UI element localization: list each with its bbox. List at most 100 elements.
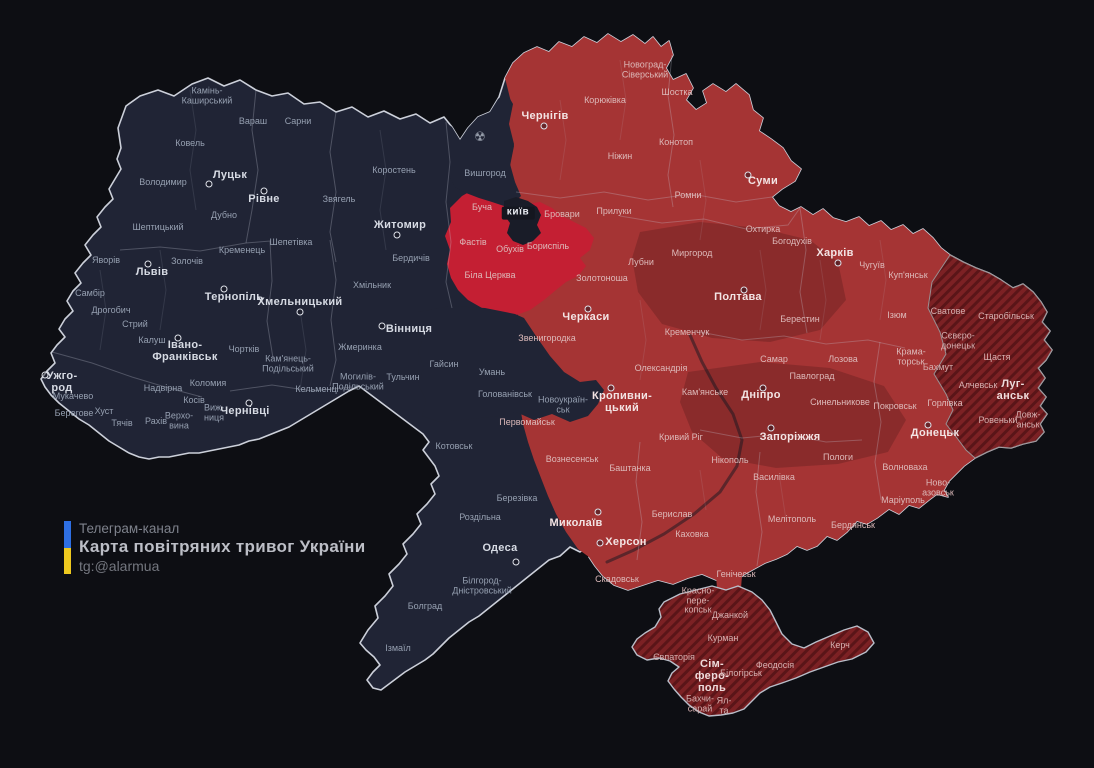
- map-label-khmilnyk: Хмільник: [352, 280, 392, 291]
- map-label-izmail: Ізмаїл: [385, 643, 411, 654]
- map-label-vyshhorod: Вишгород: [464, 168, 506, 179]
- city-dot-rivne: [260, 187, 268, 195]
- map-label-kotovsk: Котовськ: [435, 441, 473, 452]
- map-label-berdiansk: Бердянськ: [831, 520, 875, 531]
- map-label-vyzhnytsia: Виж- ниця: [203, 402, 225, 422]
- city-dot-zaporizhzhia: [767, 424, 775, 432]
- map-label-luhansk: Луг- анськ: [996, 378, 1030, 402]
- watermark-handle: tg:@alarmua: [79, 558, 160, 574]
- oblast-borders: [51, 54, 906, 567]
- map-label-zolotonosha: Золотоноша: [576, 273, 628, 284]
- map-label-kryvyi-rih: Кривий Ріг: [659, 432, 703, 443]
- map-label-sheptytskyi: Шептицький: [132, 222, 184, 233]
- map-label-drohobych: Дрогобич: [91, 305, 131, 316]
- map-label-rivne: Рівне: [248, 193, 280, 206]
- map-label-kamin-kashyrskyi: Камінь- Каширський: [181, 85, 233, 105]
- map-label-dubno: Дубно: [210, 210, 238, 221]
- map-label-kurman: Курман: [707, 633, 739, 644]
- map-label-donetsk: Донецьк: [910, 427, 960, 440]
- map-label-henichesk: Генічеськ: [716, 569, 756, 580]
- map-label-dnipro: Дніпро: [741, 389, 781, 402]
- map-label-myrhorod: Миргород: [671, 248, 713, 259]
- map-label-bolhrad: Болград: [407, 601, 443, 612]
- watermark: Телеграм-канал Карта повітряних тривог У…: [64, 521, 365, 574]
- map-label-sambir: Самбір: [75, 288, 105, 299]
- map-label-mohyliv: Могилів- Подільський: [332, 371, 384, 391]
- map-label-synelnykove: Синельникове: [810, 397, 870, 408]
- map-label-konotop: Конотоп: [659, 137, 693, 148]
- map-label-bilhorod-dnistrovskyi: Білгород- Дністровський: [452, 575, 512, 595]
- city-dot-vinnytsia: [378, 322, 386, 330]
- map-label-yalta: Ял- та: [716, 695, 732, 715]
- city-dot-kharkiv: [834, 259, 842, 267]
- map-label-uman: Умань: [478, 367, 506, 378]
- map-label-haisyn: Гайсин: [429, 359, 459, 370]
- map-label-svatove: Сватове: [930, 306, 966, 317]
- map-label-kyiv: київ: [501, 206, 535, 220]
- flag-yellow: [64, 547, 71, 574]
- map-label-vinnytsia: Вінниця: [385, 323, 433, 336]
- occupied-crimea: [631, 585, 875, 717]
- map-label-nadvirna: Надвірна: [143, 383, 183, 394]
- watermark-title: Карта повітряних тривог України: [79, 537, 366, 556]
- map-label-ternopil: Тернопіль: [204, 291, 264, 304]
- map-label-bila-tserkva: Біла Церква: [464, 270, 516, 281]
- map-label-izium: Ізюм: [887, 310, 907, 321]
- map-label-lviv: Львів: [135, 266, 169, 279]
- alert-shade-poltava: [632, 222, 846, 342]
- map-label-bucha: Буча: [472, 202, 492, 213]
- map-label-shostka: Шостка: [661, 87, 693, 98]
- map-label-rakhiv: Рахів: [145, 416, 167, 427]
- map-label-alchevsk: Алчевськ: [958, 380, 998, 391]
- map-label-zolochiv-lv: Золочів: [171, 256, 203, 267]
- no-alert-vyshhorod: [444, 92, 521, 206]
- map-label-polohy: Пологи: [823, 452, 853, 463]
- map-label-volnovakha: Волноваха: [882, 462, 928, 473]
- map-label-starobilsk: Старобільськ: [978, 311, 1034, 322]
- map-label-pokrovsk: Покровськ: [873, 401, 917, 412]
- dnipro-river: [605, 333, 744, 564]
- map-label-kupiansk: Куп'янськ: [888, 270, 928, 281]
- map-label-lutsk: Луцьк: [212, 169, 248, 182]
- map-label-yavoriv: Яворів: [92, 255, 120, 266]
- map-label-kamianets: Кам'янець- Подільський: [262, 353, 314, 373]
- map-label-kalush: Калуш: [138, 335, 166, 346]
- map-label-obukhiv: Обухів: [496, 244, 524, 255]
- map-label-zhytomyr: Житомир: [373, 219, 427, 232]
- city-dot-ternopil: [220, 285, 228, 293]
- map-label-kremenets: Кременець: [218, 245, 266, 256]
- map-label-kolomyia: Коломия: [189, 378, 227, 389]
- map-label-poltava: Полтава: [714, 291, 762, 304]
- alert-shade-dnipro: [680, 362, 906, 468]
- radiation-icon: ☢: [474, 129, 486, 144]
- alert-zone-east: [505, 34, 1052, 590]
- map-label-zhmerynka: Жмеринка: [338, 342, 382, 353]
- map-label-dovzhansk: Довж- анськ: [1015, 409, 1041, 429]
- map-label-romny: Ромни: [674, 190, 702, 201]
- map-label-yevpatoriia: Євпаторія: [653, 652, 695, 663]
- map-label-kremenchuk: Кременчук: [664, 327, 710, 338]
- map-label-novoukrainsk: Новоукраїн- ськ: [537, 394, 589, 414]
- map-label-kelmentsi: Кельменці: [295, 384, 339, 395]
- map-label-bashtanka: Баштанка: [609, 463, 651, 474]
- city-dot-kherson: [596, 539, 604, 547]
- map-label-koriukivka: Корюківка: [584, 95, 626, 106]
- map-label-dzhankoi: Джанкой: [711, 610, 749, 621]
- map-label-mukachevo: Мукачево: [52, 391, 94, 402]
- city-dot-cherkasy: [584, 305, 592, 313]
- map-label-khust: Хуст: [94, 406, 114, 417]
- map-label-pryluky: Прилуки: [596, 206, 632, 217]
- city-dot-lutsk: [205, 180, 213, 188]
- city-dot-odesa: [512, 558, 520, 566]
- map-label-vasylivka: Василівка: [753, 472, 795, 483]
- map-label-rozdilna: Роздільна: [459, 512, 501, 523]
- raion-borders: [99, 59, 887, 521]
- city-dot-ivano-frankivsk: [174, 334, 182, 342]
- map-label-zaporizhzhia: Запоріжжя: [759, 431, 821, 444]
- city-dot-kropyvnytskyi: [607, 384, 615, 392]
- map-label-kharkiv: Харків: [816, 247, 854, 260]
- city-dot-chernivtsi: [245, 399, 253, 407]
- map-label-novoazovsk: Ново- азовськ: [922, 477, 954, 497]
